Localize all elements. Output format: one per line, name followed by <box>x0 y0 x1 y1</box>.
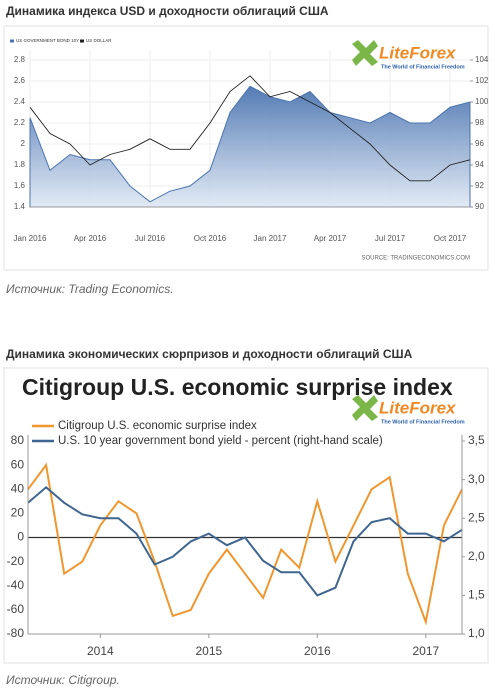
legend-label: Citigroup U.S. economic surprise index <box>58 420 257 432</box>
y2-tick-label: 1,5 <box>468 588 485 602</box>
line <box>27 485 463 597</box>
x-tick-label: Apr 2017 <box>314 234 347 243</box>
y-tick-label: 20 <box>11 506 25 520</box>
y2-tick-label: 90 <box>475 202 484 211</box>
logo-name: LiteForex <box>379 398 457 417</box>
y-tick-label: -60 <box>7 602 25 616</box>
heading: Динамика индекса USD и доходности облига… <box>6 4 329 18</box>
y2-tick-label: 2,0 <box>468 549 485 563</box>
y2-tick-label: 104 <box>475 55 489 64</box>
y-tick-label: 40 <box>11 481 25 495</box>
logo: LiteForex The World of Financial Freedom <box>352 40 465 70</box>
y2-tick-label: 3,0 <box>468 472 485 486</box>
source: Источник: Citigroup. <box>6 673 120 687</box>
logo-name: LiteForex <box>379 43 457 62</box>
x-tick-label: 2014 <box>87 644 114 658</box>
logo-tagline: The World of Financial Freedom <box>381 64 465 70</box>
legend-label: US GOVERNMENT BOND 10Y <box>16 38 79 43</box>
y-tick-label: 2.4 <box>14 97 26 106</box>
y-tick-label: 2 <box>21 139 26 148</box>
y2-tick-label: 3,5 <box>468 433 485 447</box>
legend-label: U.S. 10 year government bond yield - per… <box>58 435 383 447</box>
y2-tick-label: 92 <box>475 181 484 190</box>
x-tick-label: Jan 2017 <box>254 234 287 243</box>
y-tick-label: -20 <box>7 554 25 568</box>
x-tick-label: Oct 2017 <box>434 234 467 243</box>
y-tick-label: 1.8 <box>14 160 26 169</box>
y2-tick-label: 94 <box>475 160 484 169</box>
x-tick-label: 2016 <box>304 644 331 658</box>
legend-swatch <box>10 39 14 43</box>
source-note: SOURCE: TRADINGECONOMICS.COM <box>361 256 470 262</box>
y-tick-label: 2.2 <box>14 118 26 127</box>
y-tick-label: 80 <box>11 433 25 447</box>
y2-tick-label: 1,0 <box>468 626 485 640</box>
legend-label: US DOLLAR <box>86 38 112 43</box>
y-tick-label: 2.6 <box>14 76 26 85</box>
x-tick-label: Apr 2016 <box>74 234 107 243</box>
y-tick-label: -40 <box>7 578 25 592</box>
x-tick-label: Jul 2016 <box>135 234 166 243</box>
y-tick-label: 1.4 <box>14 202 26 211</box>
y-tick-label: 0 <box>17 530 24 544</box>
logo-mark <box>352 395 378 421</box>
y2-tick-label: 98 <box>475 118 484 127</box>
x-tick-label: Oct 2016 <box>194 234 227 243</box>
x-tick-label: Jul 2017 <box>375 234 406 243</box>
y2-tick-label: 102 <box>475 76 489 85</box>
logo-tagline: The World of Financial Freedom <box>381 419 465 425</box>
y2-tick-label: 100 <box>475 97 489 106</box>
y-tick-label: 2.8 <box>14 55 26 64</box>
x-tick-label: 2017 <box>412 644 439 658</box>
chart-title: Citigroup U.S. economic surprise index <box>22 374 453 400</box>
logo-mark <box>352 40 378 66</box>
y-tick-label: 1.6 <box>14 181 26 190</box>
logo: LiteForex The World of Financial Freedom <box>352 395 465 425</box>
y2-tick-label: 96 <box>475 139 484 148</box>
y-tick-label: -80 <box>7 626 25 640</box>
x-tick-label: 2015 <box>195 644 222 658</box>
line <box>29 75 471 182</box>
legend-swatch <box>80 39 84 43</box>
heading: Динамика экономических сюрпризов и доход… <box>6 347 413 361</box>
source: Источник: Trading Economics. <box>6 282 174 296</box>
area <box>29 85 471 208</box>
line <box>27 462 463 626</box>
x-tick-label: Jan 2016 <box>14 234 47 243</box>
y-tick-label: 60 <box>11 457 25 471</box>
y2-tick-label: 2,5 <box>468 510 485 524</box>
